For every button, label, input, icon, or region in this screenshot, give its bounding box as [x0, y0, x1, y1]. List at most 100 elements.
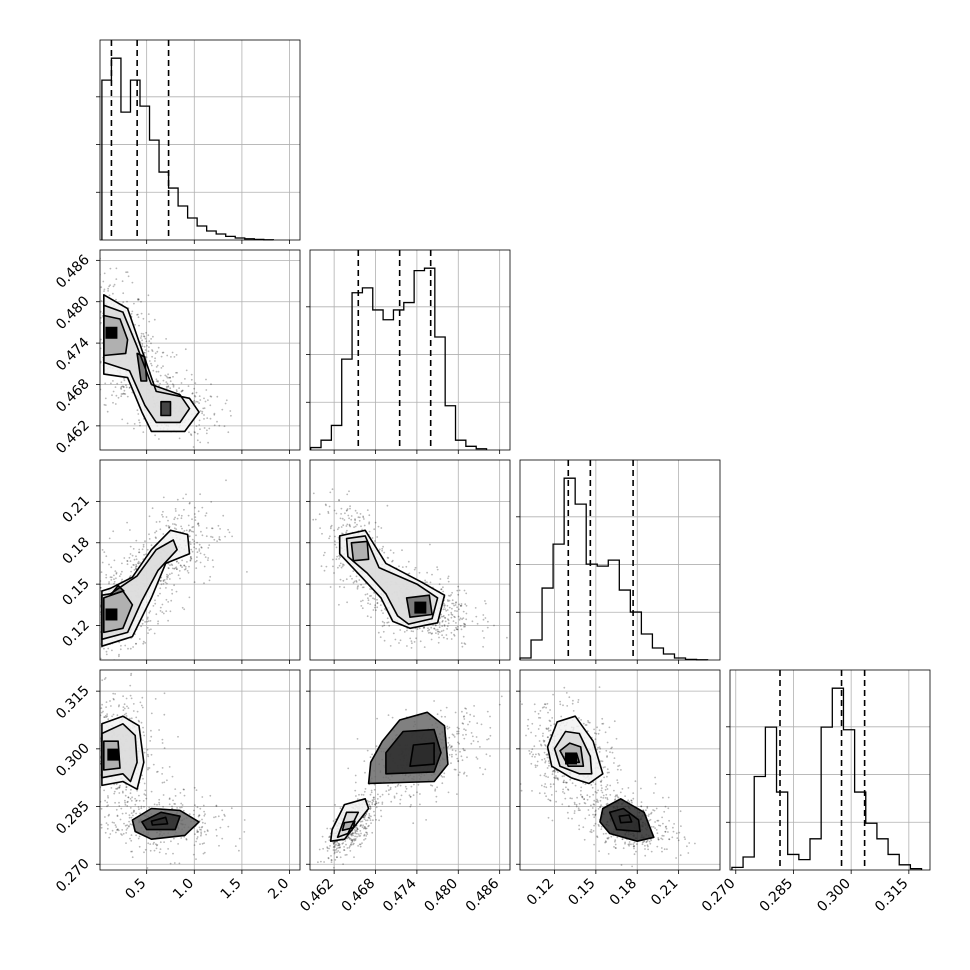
sample-point [126, 521, 128, 524]
sample-point [196, 401, 199, 403]
sample-point [461, 710, 463, 713]
sample-point [360, 525, 362, 528]
sample-point [539, 724, 541, 727]
sample-point [147, 768, 149, 771]
sample-point [367, 599, 370, 602]
sample-point [326, 827, 329, 830]
sample-point [182, 497, 185, 500]
sample-point [96, 775, 98, 777]
sample-point [328, 505, 331, 508]
sample-point [360, 605, 363, 607]
sample-point [336, 841, 339, 843]
sample-point [76, 363, 78, 365]
sample-point [471, 620, 474, 623]
sample-point [88, 601, 90, 603]
sample-point [338, 603, 340, 606]
sample-point [105, 574, 108, 576]
sample-point [463, 749, 465, 752]
sample-point [197, 830, 200, 833]
sample-point [82, 639, 84, 641]
sample-point [90, 772, 92, 774]
sample-point [210, 383, 212, 386]
sample-point [372, 800, 375, 803]
sample-point [129, 807, 132, 809]
sample-point [338, 842, 341, 845]
sample-point [97, 305, 99, 307]
sample-point [170, 563, 173, 566]
sample-point [97, 779, 99, 781]
sample-point [179, 806, 182, 809]
sample-point [144, 794, 147, 796]
sample-point [137, 413, 140, 415]
sample-point [135, 555, 137, 558]
sample-point [195, 840, 198, 843]
sample-point [126, 824, 128, 826]
sample-point [118, 655, 120, 658]
sample-point [104, 714, 107, 717]
sample-point [500, 695, 503, 698]
sample-point [189, 559, 192, 562]
sample-point [544, 772, 547, 775]
sample-point [140, 335, 143, 337]
sample-point [148, 533, 150, 536]
sample-point [442, 586, 444, 589]
sample-point [322, 847, 324, 850]
sample-point [148, 629, 151, 631]
sample-point [68, 730, 70, 732]
sample-point [161, 738, 164, 741]
sample-point [181, 527, 183, 530]
sample-point [162, 580, 165, 583]
sample-point [81, 643, 83, 645]
sample-point [456, 628, 459, 631]
sample-point [126, 300, 128, 303]
sample-point [369, 588, 371, 590]
sample-point [188, 501, 191, 504]
sample-point [148, 806, 151, 809]
sample-point [243, 819, 246, 821]
sample-point [97, 607, 99, 609]
sample-point [123, 393, 126, 395]
sample-point [156, 803, 158, 806]
sample-point [152, 843, 155, 845]
sample-point [67, 804, 69, 806]
sample-point [169, 610, 172, 613]
sample-point [581, 796, 584, 799]
sample-point [203, 842, 206, 844]
sample-point [149, 843, 152, 845]
sample-point [90, 781, 92, 783]
sample-point [143, 751, 146, 754]
sample-point [95, 729, 97, 731]
sample-point [545, 727, 548, 730]
sample-point [97, 730, 99, 732]
sample-point [349, 833, 352, 836]
sample-point [126, 827, 129, 830]
sample-point [92, 837, 94, 839]
sample-point [158, 729, 161, 731]
contour-line [103, 314, 129, 357]
sample-point [200, 826, 203, 829]
panel-frame [309, 459, 511, 661]
sample-point [100, 300, 103, 302]
sample-point [157, 370, 160, 373]
sample-point [97, 794, 99, 796]
sample-point [355, 829, 358, 832]
sample-point [196, 806, 199, 809]
sample-point [131, 856, 134, 859]
sample-point [179, 792, 182, 794]
sample-point [165, 587, 167, 589]
sample-point [97, 571, 99, 573]
sample-point [143, 805, 145, 808]
contour-line [338, 529, 446, 630]
sample-point [80, 823, 82, 825]
sample-point [85, 659, 87, 661]
sample-point [87, 713, 89, 715]
sample-point [356, 828, 359, 831]
sample-point [100, 338, 102, 341]
sample-point [359, 825, 362, 827]
sample-point [186, 561, 188, 563]
sample-point [352, 843, 354, 846]
sample-point [456, 628, 459, 631]
sample-point [108, 563, 110, 566]
sample-point [338, 499, 340, 502]
sample-point [439, 709, 442, 712]
